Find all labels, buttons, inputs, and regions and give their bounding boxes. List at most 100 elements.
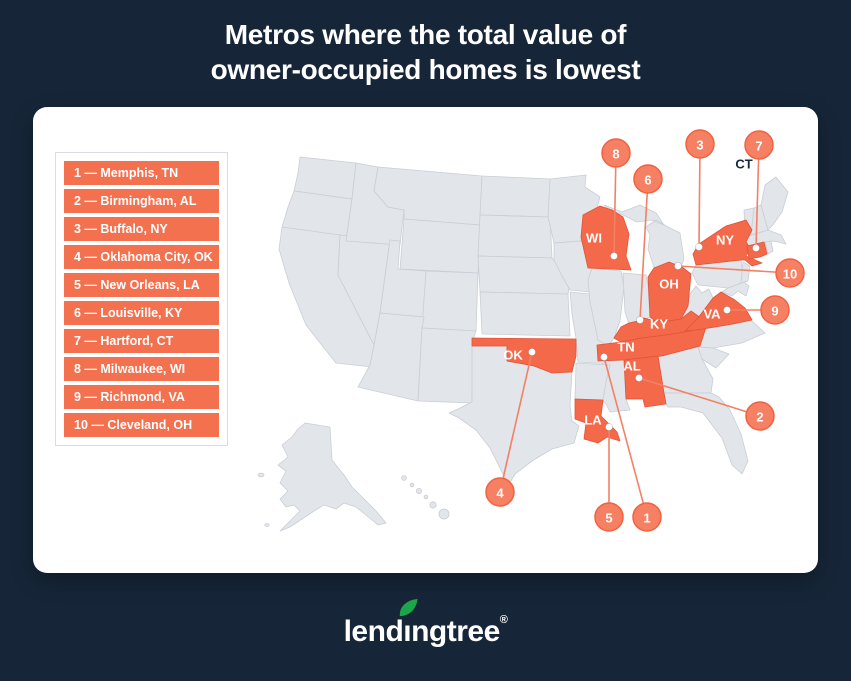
state-ND <box>479 175 553 218</box>
state-WY <box>399 218 481 274</box>
city-dot-5 <box>604 422 614 432</box>
leader-line-3 <box>698 143 701 248</box>
logo-part2: ngtree <box>411 615 500 648</box>
legend-item: 6 — Louisville, KY <box>64 301 219 325</box>
rank-marker-number: 7 <box>755 139 762 154</box>
city-dot-1 <box>599 352 609 362</box>
logo-part1: lend <box>343 615 404 648</box>
state-label-VA: VA <box>703 307 721 322</box>
rank-marker-8 <box>601 138 631 168</box>
rank-marker-number: 3 <box>696 138 703 153</box>
legend-item: 8 — Milwaukee, WI <box>64 357 219 381</box>
rank-markers-layer: 1 2 3 4 5 6 7 8 9 10 <box>485 129 805 532</box>
state-label-WI: WI <box>586 231 602 246</box>
state-AL <box>623 355 667 408</box>
state-OH <box>647 261 692 322</box>
rank-marker-7 <box>744 130 774 160</box>
state-label-AL: AL <box>623 359 640 374</box>
rank-marker-3 <box>685 129 715 159</box>
rank-marker-number: 4 <box>496 486 504 501</box>
logo-dotless-i: ı <box>403 615 412 648</box>
legend-item: 1 — Memphis, TN <box>64 161 219 185</box>
leader-line-2 <box>638 377 761 417</box>
rank-marker-number: 5 <box>605 511 612 526</box>
state-IL <box>587 267 625 347</box>
state-VA <box>684 291 753 332</box>
state-OK <box>471 337 577 374</box>
state-AZ <box>357 312 425 402</box>
legend-item: 4 — Oklahoma City, OK <box>64 245 219 269</box>
rank-marker-10 <box>775 258 805 288</box>
title-line-1: Metros where the total value of <box>224 19 627 50</box>
state-HI <box>257 472 450 527</box>
leader-line-7 <box>755 144 760 249</box>
states-layer <box>257 156 789 532</box>
state-KS <box>479 291 571 337</box>
state-label-KY: KY <box>650 317 668 332</box>
state-label-CT: CT <box>735 157 752 172</box>
registered-mark: ® <box>499 614 508 626</box>
rank-marker-9 <box>760 295 790 325</box>
city-dot-6 <box>635 315 645 325</box>
leader-line-1 <box>603 356 648 518</box>
legend-item: 10 — Cleveland, OH <box>64 413 219 437</box>
state-WI <box>580 205 632 271</box>
logo-wordmark: lend ıngtree® <box>344 597 508 647</box>
logo-i: ı <box>400 598 418 648</box>
state-NJ <box>740 261 751 284</box>
page-title: Metros where the total value of owner-oc… <box>0 0 851 87</box>
city-dots-layer <box>527 242 761 432</box>
leader-line-8 <box>613 152 617 257</box>
city-dot-3 <box>694 242 704 252</box>
us-map: WI NY OH KY VA TN AL OK LA CT 1 2 3 4 5 6 7 8 9 10 <box>252 115 812 545</box>
state-CO <box>421 270 479 332</box>
state-AK <box>277 422 387 532</box>
state-label-OK: OK <box>503 348 523 363</box>
rank-marker-number: 9 <box>771 304 778 319</box>
lendingtree-logo: lend ıngtree® <box>0 597 851 647</box>
rank-marker-number: 2 <box>756 410 763 425</box>
city-dot-7 <box>751 243 761 253</box>
rank-marker-6 <box>633 164 663 194</box>
city-dot-2 <box>634 373 644 383</box>
rank-marker-2 <box>745 401 775 431</box>
rank-marker-number: 8 <box>612 147 619 162</box>
map-card: 1 — Memphis, TN 2 — Birmingham, AL 3 — Buf… <box>33 107 818 573</box>
city-dot-9 <box>722 305 732 315</box>
city-dot-8 <box>609 251 619 261</box>
leader-line-10 <box>677 265 791 274</box>
state-labels-layer: WI NY OH KY VA TN AL OK LA CT <box>503 157 752 428</box>
state-IN <box>622 272 651 325</box>
rank-marker-4 <box>485 477 515 507</box>
us-map-svg: WI NY OH KY VA TN AL OK LA CT 1 2 3 4 5 6 7 8 9 10 <box>257 129 805 532</box>
legend-item: 2 — Birmingham, AL <box>64 189 219 213</box>
leader-lines-layer <box>499 143 791 518</box>
state-AR <box>574 362 611 401</box>
rank-marker-number: 1 <box>643 511 650 526</box>
rank-marker-5 <box>594 502 624 532</box>
legend-item: 3 — Buffalo, NY <box>64 217 219 241</box>
state-FL <box>663 392 749 475</box>
rank-marker-1 <box>632 502 662 532</box>
leaf-icon <box>400 598 418 617</box>
state-SD <box>477 214 553 259</box>
state-label-OH: OH <box>659 277 679 292</box>
legend-item: 9 — Richmond, VA <box>64 385 219 409</box>
state-NM <box>417 327 477 404</box>
state-MD <box>721 281 750 297</box>
city-dot-4 <box>527 347 537 357</box>
title-line-2: owner-occupied homes is lowest <box>210 54 641 85</box>
leader-line-4 <box>499 351 533 493</box>
state-label-LA: LA <box>584 413 602 428</box>
rank-marker-number: 6 <box>644 173 651 188</box>
legend: 1 — Memphis, TN 2 — Birmingham, AL 3 — Buf… <box>55 152 228 446</box>
rank-marker-number: 10 <box>783 267 797 282</box>
legend-item: 7 — Hartford, CT <box>64 329 219 353</box>
leader-line-6 <box>639 178 649 321</box>
state-label-NY: NY <box>716 233 734 248</box>
city-dot-10 <box>673 261 683 271</box>
state-ME <box>760 176 789 231</box>
state-label-TN: TN <box>617 340 634 355</box>
legend-item: 5 — New Orleans, LA <box>64 273 219 297</box>
